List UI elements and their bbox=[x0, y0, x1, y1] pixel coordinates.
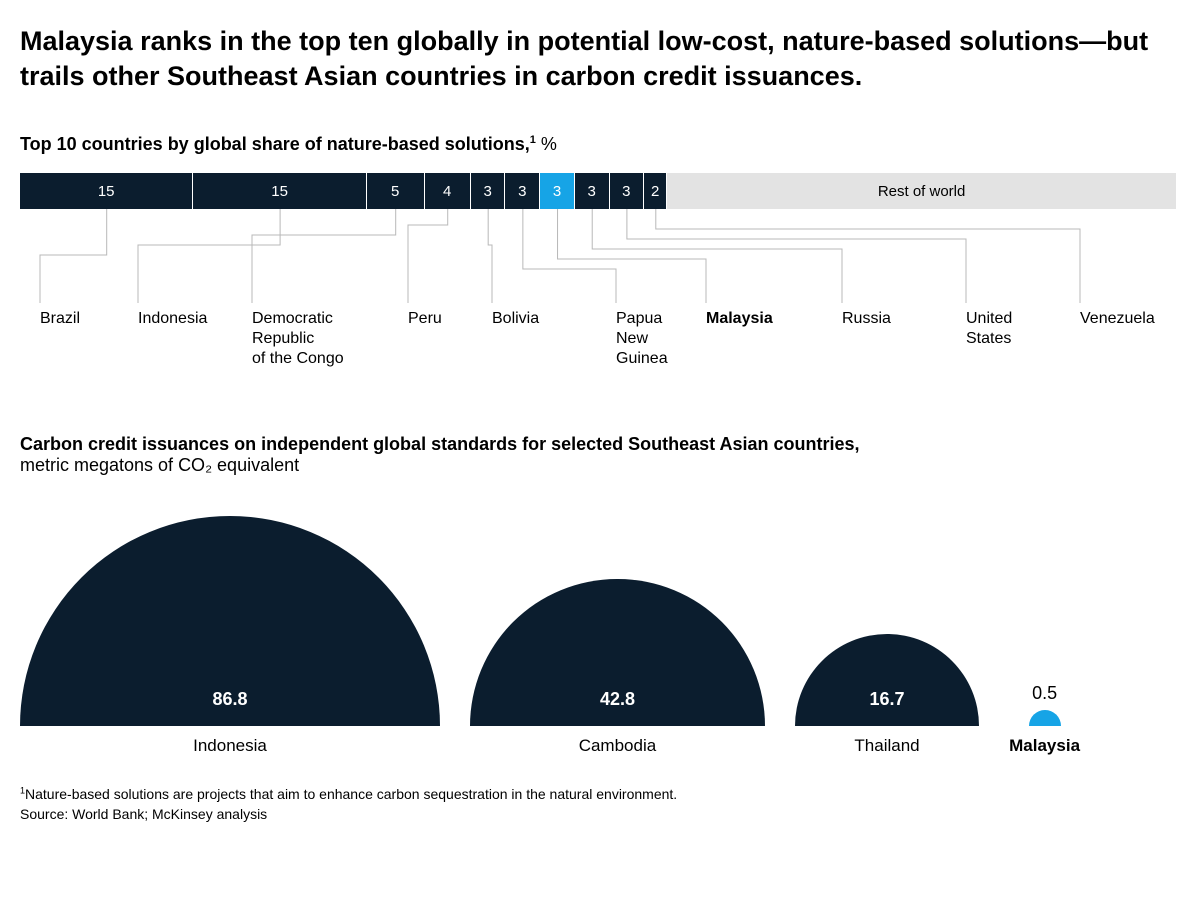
bar-segment: 3 bbox=[471, 173, 506, 209]
bar-segment: 5 bbox=[367, 173, 425, 209]
bar-segment-rest: Rest of world bbox=[667, 173, 1176, 209]
bar-segment-label: Brazil bbox=[40, 309, 80, 329]
semicircle-item: 0.5 Malaysia bbox=[1009, 683, 1080, 756]
semis-title-unit: metric megatons of CO₂ equivalent bbox=[20, 455, 299, 475]
footnote-source: Source: World Bank; McKinsey analysis bbox=[20, 804, 1180, 824]
bar-segment: 3 bbox=[540, 173, 575, 209]
stacked-bar-chart: 151554333332Rest of world BrazilIndonesi… bbox=[20, 173, 1176, 379]
semicircle-value: 16.7 bbox=[795, 634, 979, 726]
semicircle-country-label: Malaysia bbox=[1009, 736, 1080, 756]
semicircle-item: 16.7 Thailand bbox=[795, 634, 979, 756]
bar-segment-label: Papua New Guinea bbox=[616, 309, 668, 369]
bar-segment: 4 bbox=[425, 173, 471, 209]
bar-segment: 3 bbox=[505, 173, 540, 209]
bar-segment-label: Indonesia bbox=[138, 309, 207, 329]
bar-segment-label: Bolivia bbox=[492, 309, 539, 329]
semicircle-chart: 86.8 Indonesia 42.8 Cambodia 16.7 Thailand 0.5… bbox=[20, 506, 1180, 756]
semicircle-country-label: Indonesia bbox=[193, 736, 267, 756]
semis-section-title: Carbon credit issuances on independent g… bbox=[20, 434, 1180, 476]
semicircle-shape bbox=[1029, 710, 1061, 726]
stacked-bar: 151554333332Rest of world bbox=[20, 173, 1176, 209]
semicircle-item: 86.8 Indonesia bbox=[20, 516, 440, 756]
leader-labels: Brazil Indonesia Democratic Republic of th… bbox=[20, 209, 1176, 379]
footnote-note-text: Nature-based solutions are projects that… bbox=[25, 786, 677, 802]
semicircle-shape: 16.7 bbox=[795, 634, 979, 726]
bar-segment: 15 bbox=[193, 173, 366, 209]
bar-section-title: Top 10 countries by global share of natu… bbox=[20, 134, 1180, 155]
semicircle-value: 0.5 bbox=[1032, 683, 1057, 704]
bar-segment: 2 bbox=[644, 173, 667, 209]
bar-title-unit: % bbox=[536, 134, 557, 154]
semicircle-value: 86.8 bbox=[20, 516, 440, 726]
headline: Malaysia ranks in the top ten globally i… bbox=[20, 24, 1180, 94]
semicircle-value: 42.8 bbox=[470, 579, 765, 726]
bar-segment-label: Russia bbox=[842, 309, 891, 329]
semis-title-line1: Carbon credit issuances on independent g… bbox=[20, 434, 860, 454]
bar-segment-label: Democratic Republic of the Congo bbox=[252, 309, 344, 369]
bar-segment-label: United States bbox=[966, 309, 1012, 349]
footnote-note: 1Nature-based solutions are projects tha… bbox=[20, 784, 1180, 804]
bar-segment-label: Peru bbox=[408, 309, 442, 329]
bar-title-prefix: Top 10 countries by global share of natu… bbox=[20, 134, 530, 154]
bar-segment: 3 bbox=[575, 173, 610, 209]
semicircle-shape: 86.8 bbox=[20, 516, 440, 726]
semicircle-country-label: Thailand bbox=[854, 736, 919, 756]
bar-segment-label: Malaysia bbox=[706, 309, 773, 329]
semicircle-country-label: Cambodia bbox=[579, 736, 657, 756]
bar-segment: 3 bbox=[610, 173, 645, 209]
bar-segment-label: Venezuela bbox=[1080, 309, 1155, 329]
bar-segment: 15 bbox=[20, 173, 193, 209]
semicircle-item: 42.8 Cambodia bbox=[470, 579, 765, 756]
footnote-block: 1Nature-based solutions are projects tha… bbox=[20, 784, 1180, 825]
semicircle-shape: 42.8 bbox=[470, 579, 765, 726]
